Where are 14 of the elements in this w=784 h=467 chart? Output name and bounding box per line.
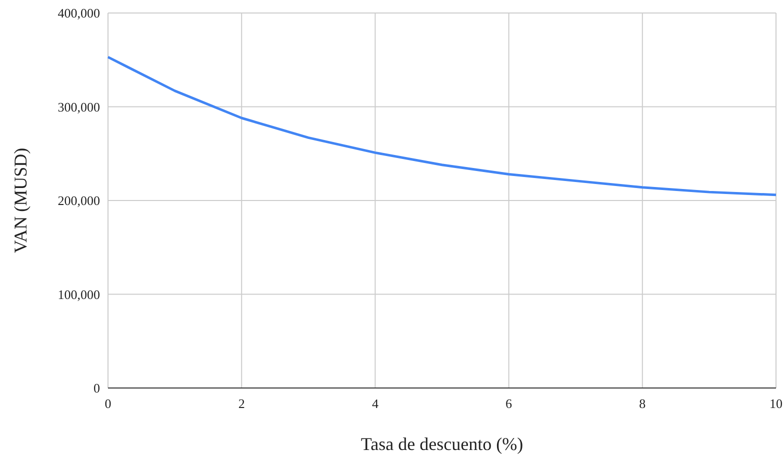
x-axis-title: Tasa de descuento (%) [360,434,524,454]
y-tick-label: 0 [94,380,100,396]
x-tick-label: 10 [770,396,782,411]
y-axis-title: VAN (MUSD) [10,148,30,254]
x-tick-label: 6 [506,396,513,411]
y-tick-label: 400,000 [58,6,100,21]
x-tick-label: 0 [104,396,112,411]
y-tick-label: 300,000 [58,99,100,114]
x-tick-label: 4 [372,396,379,411]
x-tick-label: 2 [238,396,245,411]
y-tick-label: 200,000 [58,193,100,208]
x-tick-label: 8 [639,396,646,411]
line-series [106,56,778,196]
y-tick-label: 100,000 [58,286,100,302]
